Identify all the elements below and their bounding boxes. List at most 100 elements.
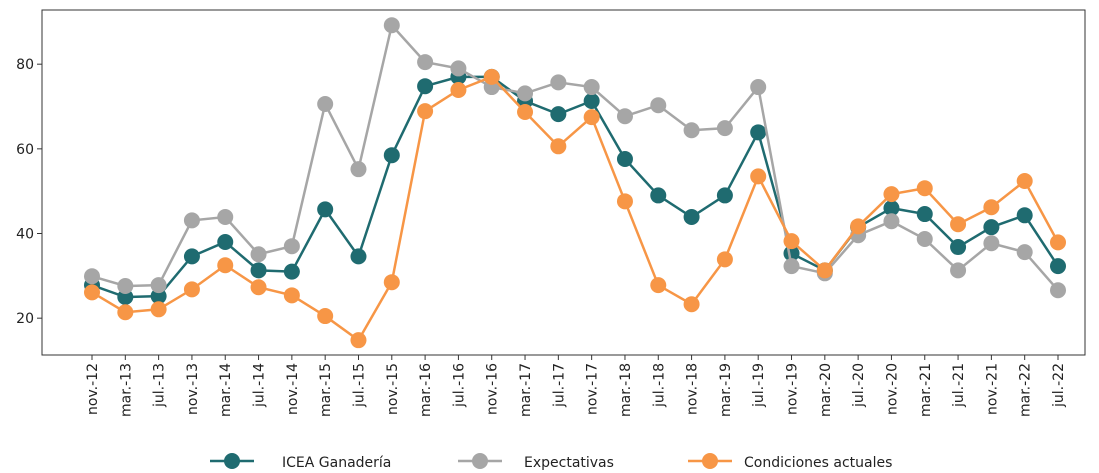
point bbox=[450, 60, 467, 77]
point bbox=[350, 248, 367, 265]
point bbox=[317, 95, 334, 112]
point bbox=[283, 238, 300, 255]
point bbox=[1016, 173, 1033, 190]
point bbox=[683, 296, 700, 313]
point bbox=[583, 109, 600, 126]
x-tick-label: jul.-21 bbox=[951, 363, 967, 408]
point bbox=[983, 235, 1000, 252]
x-tick-label: nov.-19 bbox=[785, 363, 801, 415]
x-tick-label: jul.-17 bbox=[551, 363, 567, 408]
x-tick-label: mar.-14 bbox=[218, 363, 234, 417]
point bbox=[683, 122, 700, 139]
point bbox=[883, 200, 900, 217]
x-tick-label: nov.-20 bbox=[884, 363, 900, 415]
point bbox=[283, 263, 300, 280]
point bbox=[317, 201, 334, 218]
x-tick-label: nov.-14 bbox=[285, 363, 301, 415]
point bbox=[483, 68, 500, 85]
point bbox=[283, 287, 300, 304]
point bbox=[117, 289, 134, 306]
x-tick-label: mar.-21 bbox=[918, 363, 934, 417]
x-tick-label: nov.-12 bbox=[85, 363, 101, 415]
x-tick-label: nov.-16 bbox=[485, 363, 501, 415]
legend-item: Expectativas bbox=[458, 453, 614, 471]
x-tick-label: jul.-18 bbox=[651, 363, 667, 408]
legend-marker bbox=[224, 453, 240, 469]
x-tick-label: jul.-15 bbox=[351, 363, 367, 408]
point bbox=[1016, 244, 1033, 261]
point bbox=[84, 268, 100, 285]
x-tick-label: mar.-15 bbox=[318, 363, 334, 417]
point bbox=[217, 257, 234, 274]
legend-label: Expectativas bbox=[524, 455, 614, 471]
x-tick-label: nov.-21 bbox=[984, 363, 1000, 415]
legend-label: ICEA Ganadería bbox=[282, 455, 391, 471]
point bbox=[716, 120, 733, 137]
point bbox=[950, 216, 967, 233]
point bbox=[1016, 207, 1033, 224]
legend-item: ICEA Ganadería bbox=[210, 453, 391, 471]
x-tick-label: nov.-13 bbox=[185, 363, 201, 415]
point bbox=[783, 258, 800, 275]
point bbox=[950, 239, 967, 256]
x-tick-label: jul.-22 bbox=[1051, 363, 1067, 408]
x-tick-label: mar.-18 bbox=[618, 363, 634, 417]
legend-item: Condiciones actuales bbox=[688, 453, 892, 471]
point bbox=[183, 281, 200, 298]
point bbox=[250, 279, 267, 296]
point bbox=[217, 233, 234, 250]
point bbox=[250, 246, 267, 263]
point bbox=[217, 209, 234, 225]
series-line bbox=[91, 75, 1060, 299]
x-tick-label: mar.-22 bbox=[1018, 363, 1034, 417]
point bbox=[916, 206, 933, 223]
point bbox=[183, 212, 200, 229]
point bbox=[383, 147, 400, 164]
y-tick-label: 80 bbox=[16, 57, 34, 73]
point bbox=[583, 93, 600, 110]
point bbox=[317, 308, 334, 325]
series-line bbox=[91, 75, 1060, 343]
point bbox=[616, 193, 633, 210]
point bbox=[550, 138, 567, 155]
point bbox=[850, 218, 867, 235]
plot-frame bbox=[41, 9, 1086, 356]
point bbox=[150, 301, 167, 318]
point bbox=[383, 17, 400, 34]
point bbox=[117, 304, 134, 321]
point bbox=[417, 54, 434, 71]
point bbox=[450, 82, 467, 99]
point bbox=[517, 104, 534, 121]
point bbox=[883, 213, 900, 230]
point bbox=[750, 79, 767, 96]
point bbox=[417, 103, 434, 120]
point bbox=[683, 209, 700, 225]
x-tick-label: mar.-17 bbox=[518, 363, 534, 417]
point bbox=[1050, 258, 1066, 275]
x-tick-label: nov.-18 bbox=[685, 363, 701, 415]
point bbox=[983, 199, 1000, 216]
point bbox=[716, 187, 733, 204]
point bbox=[150, 288, 167, 305]
point bbox=[117, 278, 134, 294]
point bbox=[550, 74, 567, 91]
point bbox=[783, 233, 800, 250]
point bbox=[916, 180, 933, 197]
point bbox=[150, 277, 167, 294]
point bbox=[183, 248, 200, 265]
y-tick-label: 60 bbox=[16, 142, 34, 158]
legend-marker bbox=[472, 453, 488, 469]
point bbox=[616, 151, 633, 168]
point bbox=[650, 187, 667, 204]
point bbox=[350, 332, 367, 349]
x-tick-label: jul.-20 bbox=[851, 363, 867, 408]
x-tick-label: nov.-17 bbox=[585, 363, 601, 415]
legend-label: Condiciones actuales bbox=[744, 455, 892, 471]
y-tick-label: 20 bbox=[16, 311, 34, 327]
x-tick-label: mar.-19 bbox=[718, 363, 734, 417]
point bbox=[583, 79, 600, 96]
point bbox=[650, 97, 667, 114]
point bbox=[816, 262, 833, 279]
point bbox=[983, 219, 1000, 236]
